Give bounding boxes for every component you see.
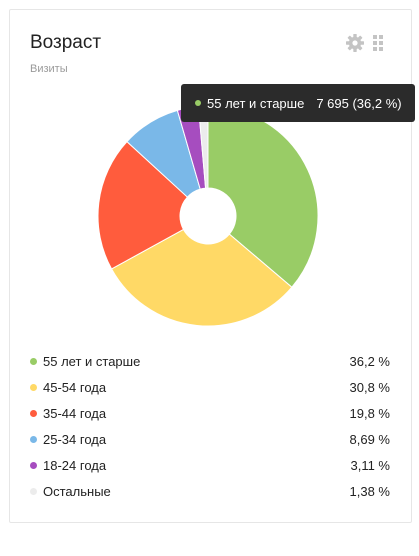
legend-label: 45-54 года xyxy=(43,379,107,395)
pie-slice[interactable] xyxy=(207,105,319,288)
legend-label: Остальные xyxy=(43,483,111,499)
widget-subtitle: Визиты xyxy=(30,63,68,75)
legend-item[interactable]: 25-34 года 8,69 % xyxy=(30,426,390,452)
widget-title: Возраст xyxy=(30,32,102,53)
legend-swatch xyxy=(30,409,37,417)
legend-swatch xyxy=(30,487,37,495)
chart-legend: 55 лет и старше 36,2 % 45-54 года 30,8 %… xyxy=(30,348,390,504)
drag-handle-icon xyxy=(373,35,383,51)
legend-value: 8,69 % xyxy=(349,431,390,447)
legend-swatch xyxy=(30,383,37,391)
drag-handle[interactable] xyxy=(372,34,384,52)
legend-item[interactable]: 18-24 года 3,11 % xyxy=(30,452,390,478)
tooltip-value: 7 695 (36,2 %) xyxy=(316,95,402,111)
settings-button[interactable] xyxy=(345,33,365,53)
pie-slice[interactable] xyxy=(110,228,293,327)
legend-label: 18-24 года xyxy=(43,457,107,473)
donut-chart[interactable] xyxy=(10,10,411,350)
pie-slice[interactable] xyxy=(97,140,189,270)
legend-label: 25-34 года xyxy=(43,431,107,447)
legend-swatch xyxy=(30,435,37,443)
legend-swatch xyxy=(30,357,37,365)
gear-icon xyxy=(346,34,364,52)
legend-label: 35-44 года xyxy=(43,405,107,421)
age-widget: Возраст Визиты xyxy=(9,9,415,523)
chart-tooltip: 55 лет и старше 7 695 (36,2 %) xyxy=(181,84,415,122)
legend-value: 1,38 % xyxy=(349,483,390,499)
tooltip-color-dot xyxy=(195,100,201,106)
legend-item[interactable]: 35-44 года 19,8 % xyxy=(30,400,390,426)
legend-item[interactable]: 55 лет и старше 36,2 % xyxy=(30,348,390,374)
legend-value: 30,8 % xyxy=(349,379,390,395)
legend-value: 3,11 % xyxy=(350,457,390,473)
legend-swatch xyxy=(30,461,37,469)
legend-item[interactable]: 45-54 года 30,8 % xyxy=(30,374,390,400)
legend-label: 55 лет и старше xyxy=(43,353,141,369)
tooltip-label: 55 лет и старше xyxy=(207,95,305,111)
legend-item[interactable]: Остальные 1,38 % xyxy=(30,478,390,504)
legend-value: 19,8 % xyxy=(349,405,390,421)
legend-value: 36,2 % xyxy=(349,353,390,369)
